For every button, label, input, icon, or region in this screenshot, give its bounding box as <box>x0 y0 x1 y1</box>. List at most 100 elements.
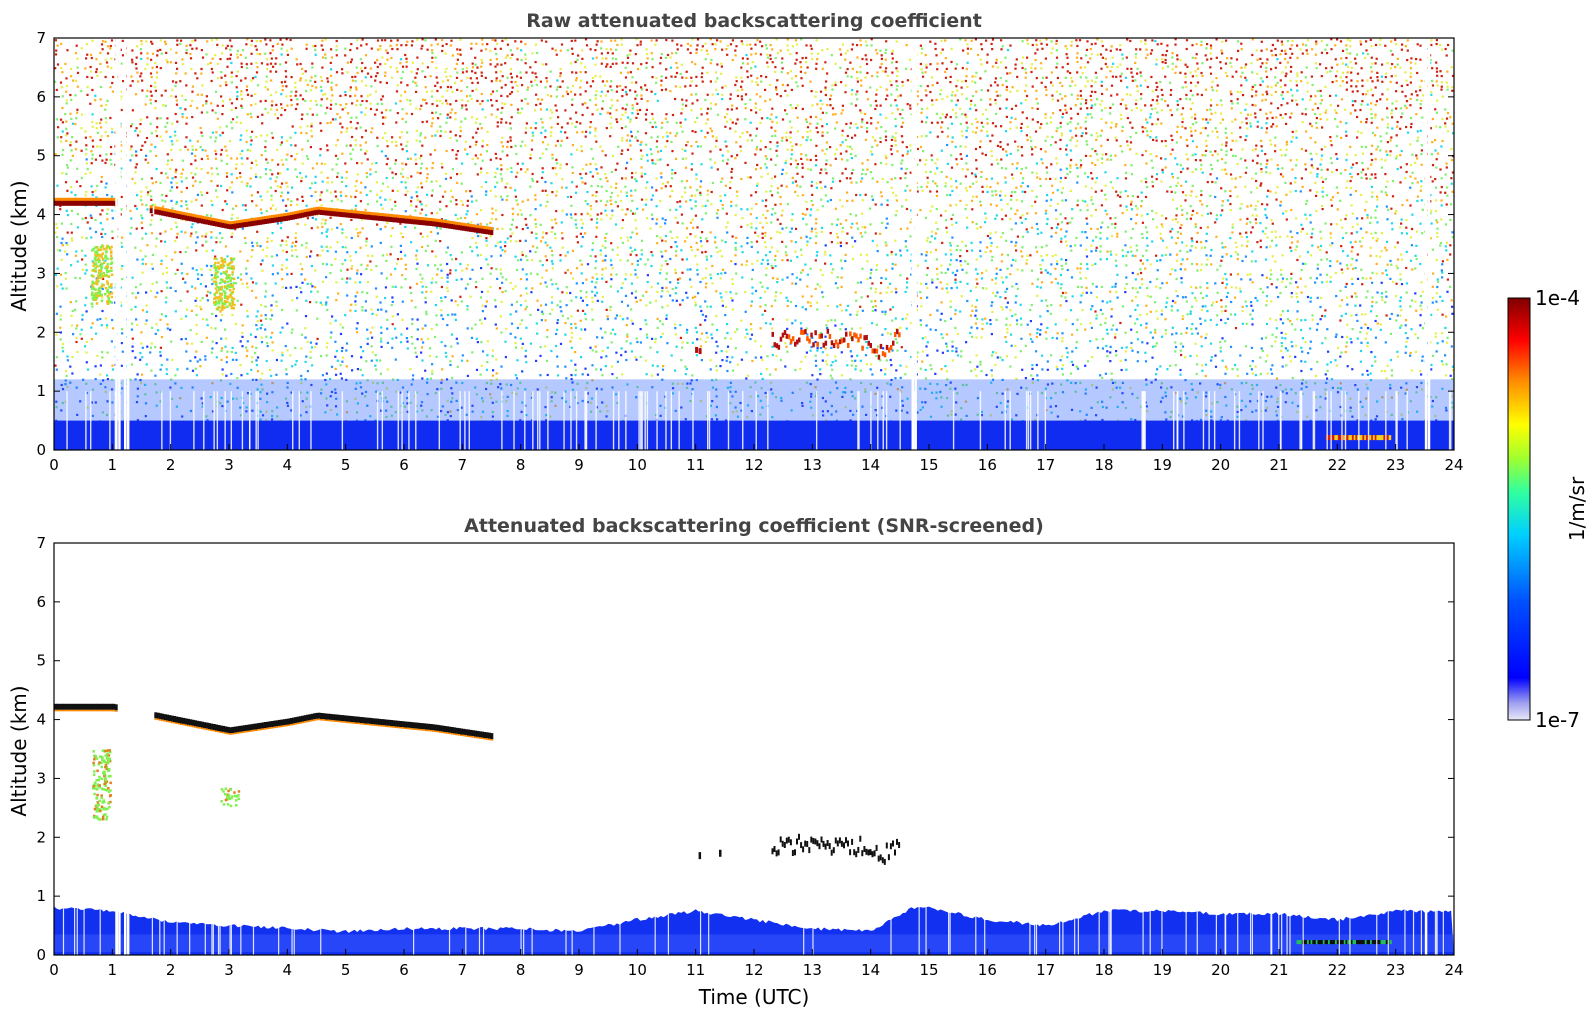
y-tick-label: 3 <box>36 769 46 787</box>
x-tick-label: 22 <box>1328 456 1347 474</box>
x-tick-label: 3 <box>224 961 234 979</box>
cloud-layer-mid <box>698 833 901 865</box>
x-tick-label: 23 <box>1386 961 1405 979</box>
y-tick-label: 6 <box>36 593 46 611</box>
x-tick-label: 8 <box>516 456 526 474</box>
fall-streak <box>220 787 241 808</box>
x-tick-label: 19 <box>1153 961 1172 979</box>
data-gaps <box>62 896 1444 955</box>
y-tick-label: 1 <box>36 887 46 905</box>
x-tick-label: 18 <box>1094 456 1113 474</box>
top-y-axis-label: Altitude (km) <box>7 180 31 311</box>
x-tick-label: 16 <box>978 961 997 979</box>
x-tick-label: 7 <box>458 961 468 979</box>
low-aerosol-patch <box>1296 940 1392 945</box>
x-tick-label: 10 <box>628 456 647 474</box>
y-tick-label: 4 <box>36 711 46 729</box>
x-tick-label: 5 <box>341 456 351 474</box>
x-tick-label: 19 <box>1153 456 1172 474</box>
colorbar-max-label: 1e-4 <box>1535 286 1580 310</box>
x-tick-label: 12 <box>744 456 763 474</box>
colorbar-unit-label: 1/m/sr <box>1565 476 1589 541</box>
y-tick-label: 5 <box>36 652 46 670</box>
boundary-layer-inner <box>54 934 1454 953</box>
x-tick-label: 6 <box>399 961 409 979</box>
y-tick-label: 6 <box>36 88 46 106</box>
y-tick-label: 2 <box>36 323 46 341</box>
x-tick-label: 7 <box>458 456 468 474</box>
x-tick-label: 20 <box>1211 456 1230 474</box>
x-tick-label: 15 <box>919 961 938 979</box>
bottom-panel-title: Attenuated backscattering coefficient (S… <box>464 515 1044 537</box>
bottom-y-axis-label: Altitude (km) <box>7 685 31 816</box>
x-tick-label: 11 <box>686 961 705 979</box>
y-tick-label: 1 <box>36 382 46 400</box>
colorbar: 1e-4 1e-7 1/m/sr <box>1507 286 1589 732</box>
y-tick-label: 2 <box>36 828 46 846</box>
x-tick-label: 21 <box>1269 961 1288 979</box>
x-tick-label: 17 <box>1036 961 1055 979</box>
y-tick-label: 7 <box>36 29 46 47</box>
x-tick-label: 3 <box>224 456 234 474</box>
x-tick-label: 24 <box>1444 456 1463 474</box>
x-tick-label: 9 <box>574 961 584 979</box>
x-tick-label: 8 <box>516 961 526 979</box>
x-tick-label: 2 <box>166 961 176 979</box>
top-panel-title: Raw attenuated backscattering coefficien… <box>526 10 982 32</box>
cloud-layer-mid <box>695 328 901 360</box>
image-background <box>54 543 1454 955</box>
top-y-axis: 0 1 2 3 4 5 6 7 <box>36 29 1454 459</box>
data-gaps <box>66 38 1452 450</box>
x-tick-label: 0 <box>49 961 59 979</box>
x-tick-label: 14 <box>861 961 880 979</box>
x-tick-label: 15 <box>919 456 938 474</box>
top-x-axis: 0 1 2 3 4 5 6 7 8 9 10 11 12 13 14 15 16 17 18 19 20 21 22 23 24 <box>49 444 1464 474</box>
x-tick-label: 4 <box>283 456 293 474</box>
x-tick-label: 2 <box>166 456 176 474</box>
raw-backscatter-image <box>54 38 1454 450</box>
x-tick-label: 21 <box>1269 456 1288 474</box>
y-tick-label: 0 <box>36 441 46 459</box>
x-tick-label: 24 <box>1444 961 1463 979</box>
x-tick-label: 9 <box>574 456 584 474</box>
cloud-layer-upper <box>54 703 494 741</box>
fall-streak <box>213 256 236 312</box>
snr-screened-image <box>54 543 1454 955</box>
cloud-layer-upper <box>54 197 494 236</box>
y-tick-label: 7 <box>36 534 46 552</box>
x-tick-label: 0 <box>49 456 59 474</box>
x-tick-label: 20 <box>1211 961 1230 979</box>
x-tick-label: 4 <box>283 961 293 979</box>
x-tick-label: 18 <box>1094 961 1113 979</box>
y-tick-label: 5 <box>36 147 46 165</box>
x-tick-label: 23 <box>1386 456 1405 474</box>
x-axis-label: Time (UTC) <box>698 985 810 1009</box>
boundary-layer-haze <box>54 379 1454 421</box>
x-tick-label: 11 <box>686 456 705 474</box>
x-tick-label: 14 <box>861 456 880 474</box>
x-tick-label: 17 <box>1036 456 1055 474</box>
x-tick-label: 1 <box>108 456 118 474</box>
x-tick-label: 12 <box>744 961 763 979</box>
noise-speckle <box>54 38 1454 450</box>
snr-screened-panel: Attenuated backscattering coefficient (S… <box>7 515 1464 1009</box>
x-tick-label: 5 <box>341 961 351 979</box>
bottom-x-axis: 0 1 2 3 4 5 6 7 8 9 10 11 12 13 14 15 16 17 18 19 20 21 22 23 24 <box>49 949 1464 979</box>
x-tick-label: 10 <box>628 961 647 979</box>
fall-streak <box>92 749 112 821</box>
colorbar-min-label: 1e-7 <box>1535 708 1580 732</box>
x-tick-label: 13 <box>803 961 822 979</box>
x-tick-label: 22 <box>1328 961 1347 979</box>
y-tick-label: 4 <box>36 206 46 224</box>
fall-streak <box>90 244 114 305</box>
bottom-y-axis: 0 1 2 3 4 5 6 7 <box>36 534 1454 964</box>
x-tick-label: 16 <box>978 456 997 474</box>
x-tick-label: 13 <box>803 456 822 474</box>
y-tick-label: 3 <box>36 264 46 282</box>
y-tick-label: 0 <box>36 946 46 964</box>
raw-backscatter-panel: Raw attenuated backscattering coefficien… <box>7 10 1464 474</box>
x-tick-label: 6 <box>399 456 409 474</box>
colorbar-gradient <box>1507 297 1531 721</box>
x-tick-label: 1 <box>108 961 118 979</box>
